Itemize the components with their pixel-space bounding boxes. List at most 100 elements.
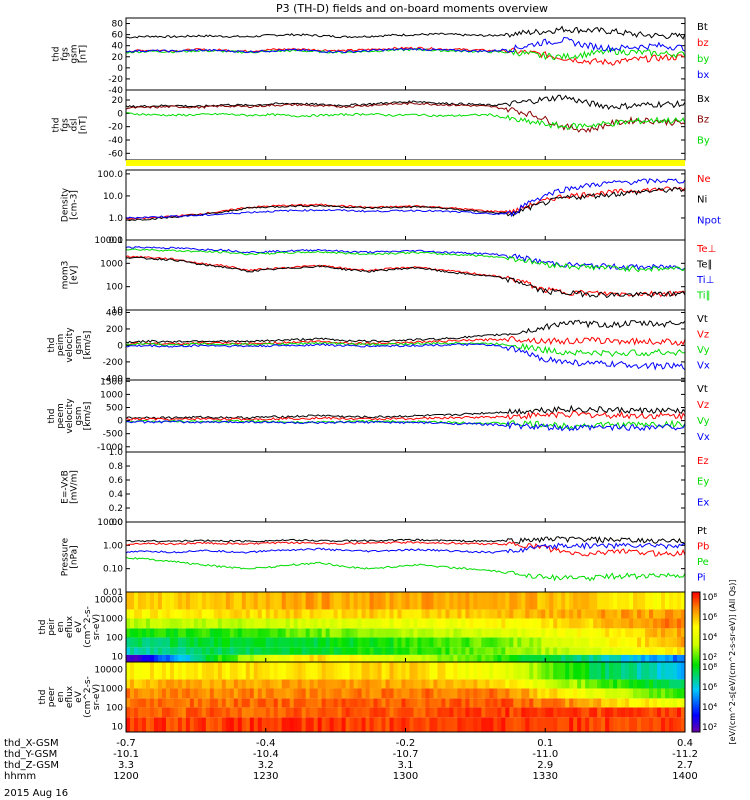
legend-entry-3: Vx: [697, 361, 710, 372]
heatmap-cell: [625, 609, 630, 619]
legend-entry-0: Ne: [697, 174, 711, 185]
heatmap-cell: [681, 717, 685, 732]
heatmap-cell: [237, 679, 243, 689]
heatmap-cell: [205, 654, 211, 662]
heatmap-cell: [233, 688, 239, 699]
heatmap-cell: [565, 609, 570, 619]
heatmap-cell: [129, 717, 135, 732]
heatmap-cell: [301, 707, 307, 718]
heatmap-cell: [361, 707, 367, 718]
heatmap-cell: [261, 707, 267, 718]
y-axis-label: mom3 [eV]: [61, 261, 80, 290]
y-axis-label-line: Density: [61, 187, 71, 222]
heatmap-cell: [265, 688, 271, 699]
series-line-Vx: [126, 420, 685, 432]
heatmap-cell: [549, 647, 554, 655]
heatmap-cell: [161, 717, 167, 732]
heatmap-cell: [441, 592, 447, 610]
heatmap-cell: [357, 592, 363, 610]
heatmap-cell: [457, 628, 462, 638]
heatmap-cell: [126, 707, 131, 718]
heatmap-cell: [381, 609, 387, 619]
heatmap-cell: [149, 628, 155, 638]
heatmap-cell: [385, 698, 391, 708]
heatmap-cell: [521, 679, 526, 689]
heatmap-cell: [453, 707, 458, 718]
heatmap-cell: [485, 707, 490, 718]
heatmap-cell: [573, 628, 578, 638]
heatmap-cell: [361, 662, 367, 680]
heatmap-cell: [177, 717, 183, 732]
heatmap-cell: [645, 592, 650, 610]
heatmap-cell: [405, 592, 411, 610]
heatmap-cell: [229, 679, 235, 689]
heatmap-cell: [433, 717, 439, 732]
heatmap-cell: [565, 707, 570, 718]
heatmap-cell: [233, 609, 239, 619]
heatmap-cell: [541, 592, 546, 610]
heatmap-cell: [477, 698, 482, 708]
heatmap-cell: [249, 628, 255, 638]
y-tick-label: 1.0: [109, 448, 124, 458]
heatmap-cell: [489, 717, 494, 732]
heatmap-cell: [145, 717, 151, 732]
heatmap-cell: [285, 707, 291, 718]
y-axis-label: thd peer en eflux eV (cm^2-s-sr-eV): [38, 676, 102, 718]
heatmap-cell: [177, 628, 183, 638]
heatmap-cell: [589, 592, 594, 610]
heatmap-cell: [433, 609, 439, 619]
heatmap-cell: [589, 707, 594, 718]
heatmap-cell: [149, 647, 155, 655]
heatmap-cell: [593, 662, 598, 680]
heatmap-cell: [429, 618, 435, 629]
heatmap-cell: [221, 592, 227, 610]
heatmap-cell: [521, 662, 526, 680]
heatmap-cell: [413, 628, 419, 638]
heatmap-cell: [309, 698, 315, 708]
heatmap-cell: [153, 592, 159, 610]
heatmap-cell: [677, 592, 682, 610]
heatmap-cell: [477, 654, 482, 662]
heatmap-cell: [213, 707, 219, 718]
heatmap-cell: [557, 707, 562, 718]
y-tick-label: 100.0: [97, 170, 123, 180]
heatmap-cell: [641, 609, 646, 619]
heatmap-cell: [289, 618, 295, 629]
heatmap-cell: [173, 662, 179, 680]
heatmap-cell: [581, 662, 586, 680]
heatmap-cell: [133, 637, 139, 648]
heatmap-cell: [645, 647, 650, 655]
heatmap-cell: [173, 707, 179, 718]
heatmap-cell: [653, 717, 658, 732]
heatmap-cell: [533, 647, 538, 655]
heatmap-cell: [545, 637, 550, 648]
heatmap-cell: [205, 679, 211, 689]
heatmap-cell: [157, 679, 163, 689]
heatmap-cell: [249, 707, 255, 718]
heatmap-cell: [457, 688, 462, 699]
heatmap-cell: [209, 609, 215, 619]
heatmap-cell: [129, 679, 135, 689]
heatmap-cell: [537, 609, 542, 619]
heatmap-cell: [365, 717, 371, 732]
heatmap-cell: [525, 717, 530, 732]
heatmap-cell: [385, 717, 391, 732]
heatmap-cell: [209, 688, 215, 699]
heatmap-cell: [437, 688, 443, 699]
heatmap-cell: [585, 717, 590, 732]
heatmap-cell: [409, 707, 415, 718]
heatmap-cell: [225, 592, 231, 610]
heatmap-cell: [441, 654, 447, 662]
heatmap-cell: [189, 679, 195, 689]
plot-area: [126, 592, 685, 662]
heatmap-cell: [517, 609, 522, 619]
heatmap-cell: [209, 679, 215, 689]
heatmap-cell: [509, 662, 514, 680]
heatmap-cell: [137, 717, 143, 732]
heatmap-cell: [573, 618, 578, 629]
heatmap-cell: [421, 698, 427, 708]
heatmap-cell: [557, 609, 562, 619]
y-axis-label-line: peir: [47, 618, 57, 636]
